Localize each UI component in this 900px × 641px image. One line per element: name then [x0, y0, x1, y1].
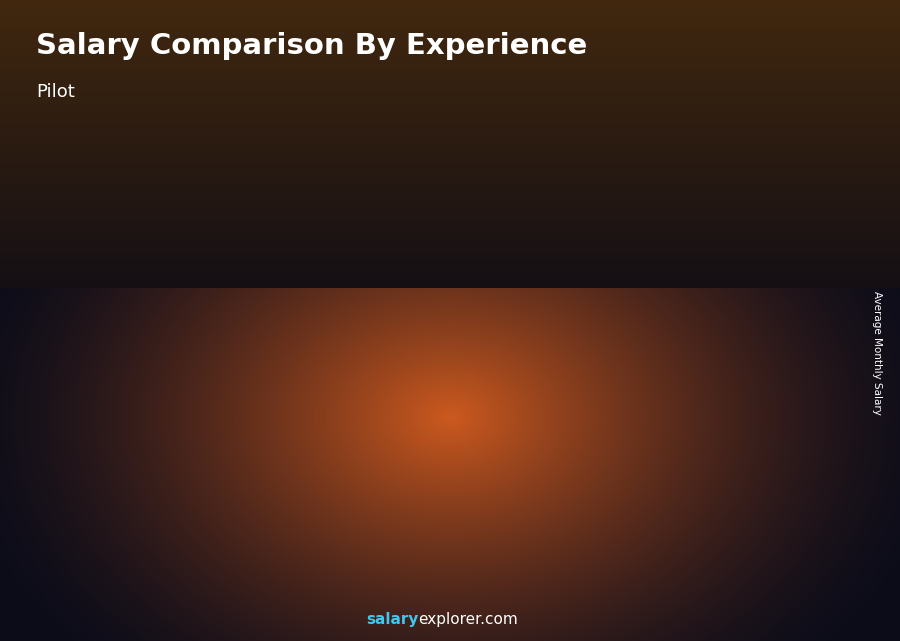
- Bar: [84, 421, 160, 564]
- Text: +7%: +7%: [670, 154, 715, 172]
- Bar: [724, 204, 801, 208]
- Bar: [340, 310, 417, 313]
- Bar: [688, 58, 846, 80]
- Bar: [84, 421, 160, 424]
- Bar: [409, 310, 417, 564]
- Bar: [212, 380, 220, 564]
- Text: Salary Comparison By Experience: Salary Comparison By Experience: [36, 32, 587, 60]
- Text: +24%: +24%: [407, 206, 465, 224]
- Text: +38%: +38%: [279, 276, 337, 294]
- Text: 33,500 ZAR: 33,500 ZAR: [87, 403, 156, 415]
- Polygon shape: [688, 36, 724, 102]
- Bar: [596, 227, 604, 564]
- Polygon shape: [688, 32, 731, 69]
- Bar: [596, 227, 673, 564]
- Bar: [688, 32, 846, 69]
- Bar: [153, 421, 160, 564]
- Bar: [724, 204, 801, 564]
- Bar: [340, 310, 347, 564]
- Bar: [794, 204, 801, 564]
- Polygon shape: [688, 69, 731, 106]
- Text: +29%: +29%: [150, 344, 209, 362]
- Bar: [665, 227, 673, 564]
- Bar: [212, 380, 289, 564]
- Text: 78,900 ZAR: 78,900 ZAR: [600, 208, 669, 222]
- Bar: [468, 249, 544, 564]
- Bar: [212, 380, 289, 383]
- Bar: [688, 80, 846, 81]
- Bar: [596, 227, 673, 231]
- Polygon shape: [688, 32, 731, 106]
- Text: salary: salary: [366, 612, 418, 627]
- Bar: [688, 56, 846, 58]
- Bar: [724, 204, 732, 564]
- Bar: [281, 380, 289, 564]
- Text: 43,100 ZAR: 43,100 ZAR: [216, 362, 284, 374]
- Text: 73,700 ZAR: 73,700 ZAR: [472, 231, 541, 244]
- Bar: [537, 249, 544, 564]
- Text: Average Monthly Salary: Average Monthly Salary: [872, 290, 883, 415]
- Bar: [468, 249, 544, 253]
- Text: 84,200 ZAR: 84,200 ZAR: [728, 186, 797, 199]
- Text: Pilot: Pilot: [36, 83, 75, 101]
- Bar: [468, 249, 475, 564]
- Text: explorer.com: explorer.com: [418, 612, 518, 627]
- Bar: [340, 310, 417, 564]
- Text: 59,500 ZAR: 59,500 ZAR: [344, 292, 412, 304]
- Bar: [84, 421, 91, 564]
- Bar: [688, 69, 846, 106]
- Text: +7%: +7%: [541, 180, 587, 198]
